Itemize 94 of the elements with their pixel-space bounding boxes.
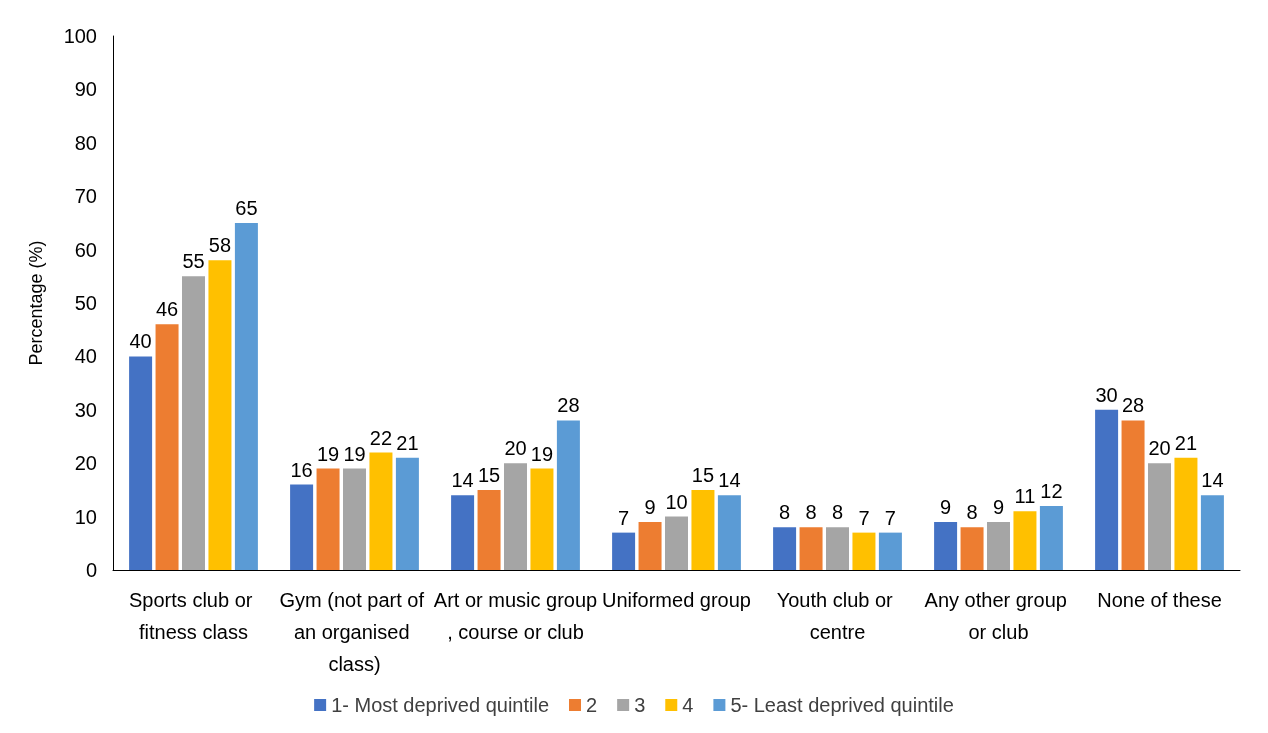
legend-label: 2 xyxy=(586,694,598,716)
data-label: 30 xyxy=(1095,383,1118,406)
bar xyxy=(556,420,580,570)
bar xyxy=(477,489,501,570)
data-label: 14 xyxy=(718,469,741,492)
bar xyxy=(826,527,849,570)
bar xyxy=(773,527,797,570)
data-label: 14 xyxy=(451,469,474,492)
data-label: 15 xyxy=(691,463,715,486)
legend-label: 4 xyxy=(682,694,694,716)
data-label: 7 xyxy=(618,506,630,529)
bar xyxy=(960,527,984,570)
x-tick-label: None of these xyxy=(1097,589,1222,611)
bar xyxy=(852,532,876,570)
data-label: 28 xyxy=(1121,394,1145,417)
bar xyxy=(208,260,232,570)
y-tick-label: 80 xyxy=(74,131,97,154)
y-tick-label: 60 xyxy=(74,238,97,261)
y-tick-label: 20 xyxy=(74,452,97,475)
data-label: 55 xyxy=(182,250,205,273)
bar xyxy=(878,532,902,570)
bar xyxy=(451,495,475,570)
bar xyxy=(316,468,340,570)
data-label: 21 xyxy=(396,431,419,454)
bar xyxy=(129,356,153,570)
x-tick-label: Art or music group, course or club xyxy=(433,589,598,643)
data-label: 9 xyxy=(644,495,656,518)
y-tick-label: 40 xyxy=(74,345,97,368)
data-label: 7 xyxy=(858,506,870,529)
data-label: 8 xyxy=(966,501,978,524)
bar xyxy=(182,276,205,570)
bar xyxy=(155,324,179,570)
bar xyxy=(1095,409,1119,570)
data-label: 9 xyxy=(992,495,1005,518)
data-label: 58 xyxy=(208,234,232,257)
y-tick-label: 70 xyxy=(74,185,97,208)
data-label: 19 xyxy=(343,442,366,465)
bar xyxy=(638,521,662,570)
x-tick-label: Sports club or fitness class xyxy=(129,589,258,643)
bar xyxy=(799,527,823,570)
data-label: 7 xyxy=(884,506,896,529)
legend-label: 5- Least deprived quintile xyxy=(730,694,954,716)
x-tick-label: Any other group or club xyxy=(924,589,1073,643)
data-label: 65 xyxy=(235,196,258,219)
x-tick-label: Gym (not part of an organised class) xyxy=(279,589,430,675)
data-label: 15 xyxy=(477,463,501,486)
y-tick-label: 30 xyxy=(74,398,97,421)
bar xyxy=(1148,463,1171,570)
y-tick-label: 100 xyxy=(63,25,97,47)
bar xyxy=(717,495,741,570)
x-tick-label: Youth club or centre xyxy=(776,589,899,643)
data-label: 20 xyxy=(504,437,527,460)
legend-label: 3 xyxy=(634,694,646,716)
data-label: 11 xyxy=(1014,485,1036,508)
bar xyxy=(1013,511,1037,570)
bar xyxy=(612,532,636,570)
x-tick-label: Uniformed group xyxy=(602,589,751,611)
bar xyxy=(369,452,393,570)
data-label: 9 xyxy=(940,495,952,518)
y-tick-label: 0 xyxy=(85,559,97,581)
bar xyxy=(665,516,688,570)
bar xyxy=(343,468,366,570)
y-tick-label: 90 xyxy=(74,78,97,101)
y-axis-title: Percentage (%) xyxy=(26,240,46,366)
bar xyxy=(530,468,554,570)
bar xyxy=(1174,457,1198,570)
bar xyxy=(987,521,1010,570)
bar xyxy=(395,457,419,570)
y-tick-label: 50 xyxy=(74,292,97,314)
data-label: 46 xyxy=(155,298,179,321)
data-label: 22 xyxy=(369,426,393,449)
data-label: 19 xyxy=(530,442,554,465)
data-label: 40 xyxy=(129,330,152,353)
data-label: 21 xyxy=(1174,431,1198,454)
bar xyxy=(1039,505,1063,570)
data-label: 19 xyxy=(316,442,340,465)
data-label: 8 xyxy=(805,501,817,524)
legend-label: 1- Most deprived quintile xyxy=(331,694,550,716)
bar xyxy=(1121,420,1145,570)
y-tick-label: 10 xyxy=(74,505,97,528)
data-label: 16 xyxy=(290,458,313,481)
data-label: 10 xyxy=(665,490,688,513)
bar xyxy=(691,489,715,570)
data-label: 14 xyxy=(1201,469,1224,492)
data-label: 8 xyxy=(831,501,844,524)
data-label: 8 xyxy=(779,501,791,524)
bar xyxy=(234,222,258,570)
data-label: 20 xyxy=(1148,437,1171,460)
bar xyxy=(504,463,527,570)
data-label: 12 xyxy=(1040,479,1063,502)
data-label: 28 xyxy=(557,394,580,417)
bar xyxy=(1200,495,1224,570)
bar xyxy=(290,484,314,570)
bar xyxy=(934,521,958,570)
